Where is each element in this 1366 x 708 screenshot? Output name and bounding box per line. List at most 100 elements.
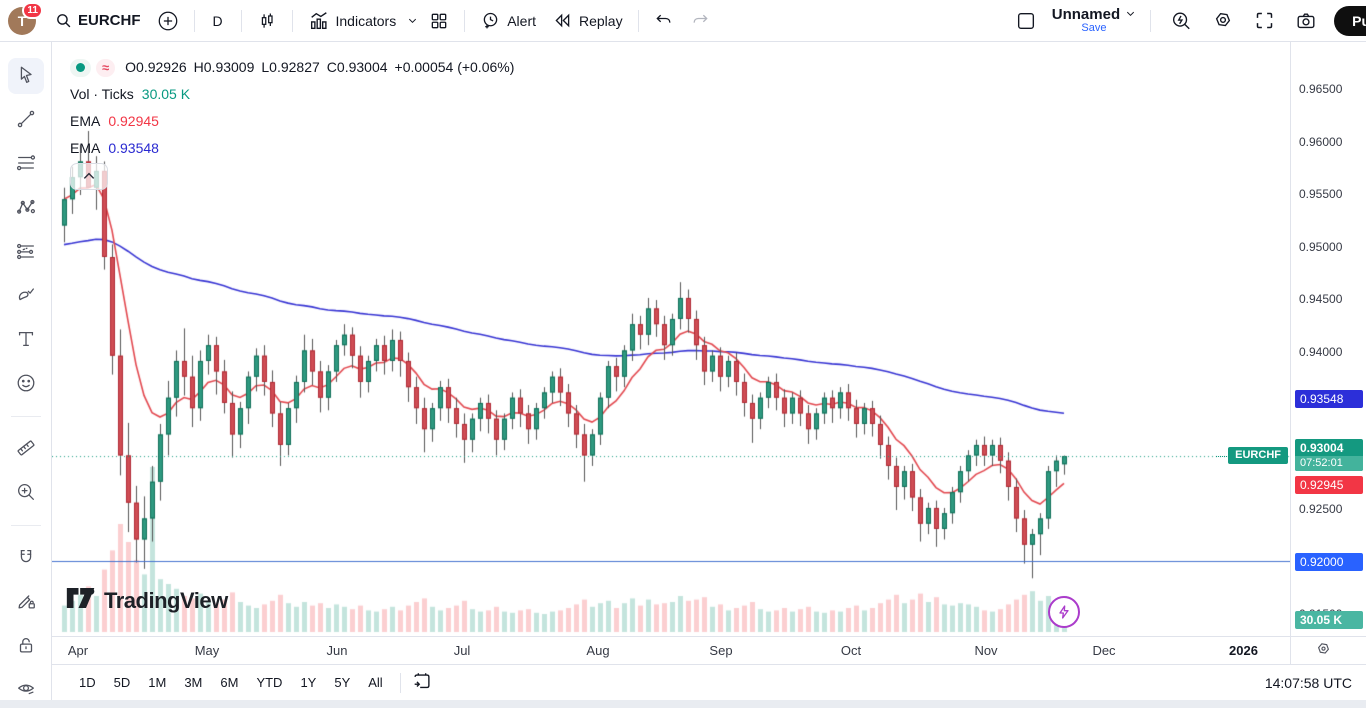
tool-hide-drawings[interactable] (8, 672, 44, 700)
range-button-6M[interactable]: 6M (213, 671, 245, 694)
range-button-5D[interactable]: 5D (107, 671, 138, 694)
open-value: O0.92926 (125, 59, 187, 75)
top-toolbar: T 11 EURCHF D (0, 0, 1366, 42)
utc-clock[interactable]: 14:07:58 UTC (1264, 674, 1352, 691)
price-chart-canvas[interactable] (52, 42, 1290, 636)
ema-fast-label: EMA (70, 113, 101, 129)
indicators-button[interactable]: Indicators (301, 5, 404, 37)
symbol-search-button[interactable]: EURCHF (48, 7, 148, 34)
time-axis-month: Jul (453, 643, 471, 658)
price-axis[interactable]: 0.93548 0.93004 07:52:01 0.92945 0.92000… (1290, 42, 1366, 636)
tool-projection[interactable] (8, 234, 44, 270)
time-axis-month: May (194, 643, 220, 658)
range-button-3M[interactable]: 3M (177, 671, 209, 694)
goto-date-button[interactable] (411, 670, 433, 695)
plus-circle-icon (157, 10, 179, 32)
chart-style-button[interactable] (250, 6, 284, 36)
ruler-icon (15, 437, 37, 462)
volume-badge: 30.05 K (1295, 611, 1363, 629)
camera-icon (1295, 10, 1317, 32)
range-button-1D[interactable]: 1D (72, 671, 103, 694)
symbol-name: EURCHF (78, 12, 141, 29)
redo-button[interactable] (683, 6, 717, 36)
indicators-menu-chevron[interactable] (405, 10, 420, 31)
quick-search-button[interactable] (1163, 5, 1199, 37)
layout-name: Unnamed (1051, 5, 1121, 23)
ema-slow-value: 0.93548 (108, 140, 159, 156)
tool-drawing-mode-lock[interactable] (8, 584, 44, 620)
range-button-1M[interactable]: 1M (141, 671, 173, 694)
publish-button[interactable]: Pu (1334, 5, 1366, 36)
bottom-toolbar: 1D 5D 1M 3M 6M YTD 1Y 5Y All 14:07:58 UTC (52, 664, 1366, 700)
tool-zoom-in[interactable] (8, 475, 44, 511)
indicators-label: Indicators (335, 12, 397, 29)
ohlc-legend-row[interactable]: ≈ O0.92926 H0.93009 L0.92827 C0.93004 +0… (70, 54, 514, 81)
time-axis[interactable]: Apr May Jun Jul Aug Sep Oct Nov Dec (52, 636, 1290, 664)
ema-slow-legend-row[interactable]: EMA 0.93548 (70, 135, 514, 162)
calendar-goto-icon (411, 670, 433, 695)
layout-name-menu[interactable]: Unnamed Save (1050, 5, 1138, 36)
replay-rewind-icon (552, 10, 573, 31)
tool-text[interactable] (8, 322, 44, 358)
tool-fib-retracement[interactable] (8, 146, 44, 182)
volume-legend-row[interactable]: Vol · Ticks 30.05 K (70, 81, 514, 108)
tool-cursor[interactable] (7, 58, 44, 94)
undo-button[interactable] (647, 6, 681, 36)
gear-icon (1212, 10, 1234, 32)
interval-button[interactable]: D (203, 8, 233, 34)
tradingview-wordmark: TradingView (104, 587, 228, 613)
price-tick: 0.95500 (1299, 187, 1343, 201)
layout-select-button[interactable] (1008, 5, 1044, 37)
ema-slow-badge: 0.93548 (1295, 389, 1363, 408)
ema-fast-value: 0.92945 (108, 113, 159, 129)
settings-button[interactable] (1205, 5, 1241, 37)
price-tick: 0.95000 (1299, 239, 1343, 254)
price-tick: 0.96500 (1299, 82, 1343, 96)
chevron-up-icon (82, 168, 96, 186)
chevron-up-marker[interactable] (70, 163, 108, 190)
indicator-templates-button[interactable] (422, 6, 456, 36)
axis-settings-button[interactable] (1315, 641, 1332, 661)
tool-brush[interactable] (8, 278, 44, 314)
price-tick: 0.94500 (1299, 292, 1343, 306)
change-value: +0.00054 (+0.06%) (394, 59, 515, 75)
range-button-YTD[interactable]: YTD (249, 671, 289, 694)
fullscreen-button[interactable] (1247, 5, 1282, 36)
avatar-initial: T (17, 12, 27, 29)
time-axis-month: Sep (709, 643, 733, 658)
close-value: C0.93004 (326, 59, 388, 75)
range-button-All[interactable]: All (361, 671, 389, 694)
time-axis-month: Oct (840, 643, 862, 658)
range-button-5Y[interactable]: 5Y (327, 671, 357, 694)
range-selector: 1D 5D 1M 3M 6M YTD 1Y 5Y All (52, 671, 390, 694)
compare-add-button[interactable] (150, 5, 186, 37)
xabcd-pattern-icon (15, 196, 37, 221)
tool-emoji[interactable] (8, 366, 44, 402)
chevron-down-icon (407, 15, 418, 26)
drawing-toolbar (0, 42, 52, 700)
tool-ruler[interactable] (8, 431, 44, 467)
axis-corner: 2026 (1229, 636, 1366, 664)
save-link[interactable]: Save (1081, 21, 1107, 34)
range-button-1Y[interactable]: 1Y (293, 671, 323, 694)
chart-area: ≈ O0.92926 H0.93009 L0.92827 C0.93004 +0… (52, 42, 1290, 636)
low-value: L0.92827 (261, 59, 320, 75)
screenshot-button[interactable] (1288, 5, 1324, 37)
eye-icon (15, 678, 37, 701)
ema-fast-legend-row[interactable]: EMA 0.92945 (70, 108, 514, 135)
tool-lock-all[interactable] (8, 628, 44, 664)
tool-trend-line[interactable] (8, 102, 44, 138)
time-axis-month: Nov (974, 643, 998, 658)
chevron-down-icon (1125, 7, 1136, 23)
market-status-icon: ≈ (96, 58, 116, 77)
alert-button[interactable]: Alert (473, 5, 543, 36)
last-price-value: 0.93004 (1300, 441, 1344, 456)
brush-icon (15, 284, 37, 309)
replay-button[interactable]: Replay (545, 5, 630, 36)
ema-slow-label: EMA (70, 140, 101, 156)
toolbar-divider (637, 9, 639, 32)
lightning-icon[interactable] (1048, 596, 1080, 628)
tool-magnet[interactable] (8, 540, 44, 576)
user-avatar[interactable]: T 11 (8, 1, 43, 35)
tool-xabcd-pattern[interactable] (8, 190, 44, 226)
